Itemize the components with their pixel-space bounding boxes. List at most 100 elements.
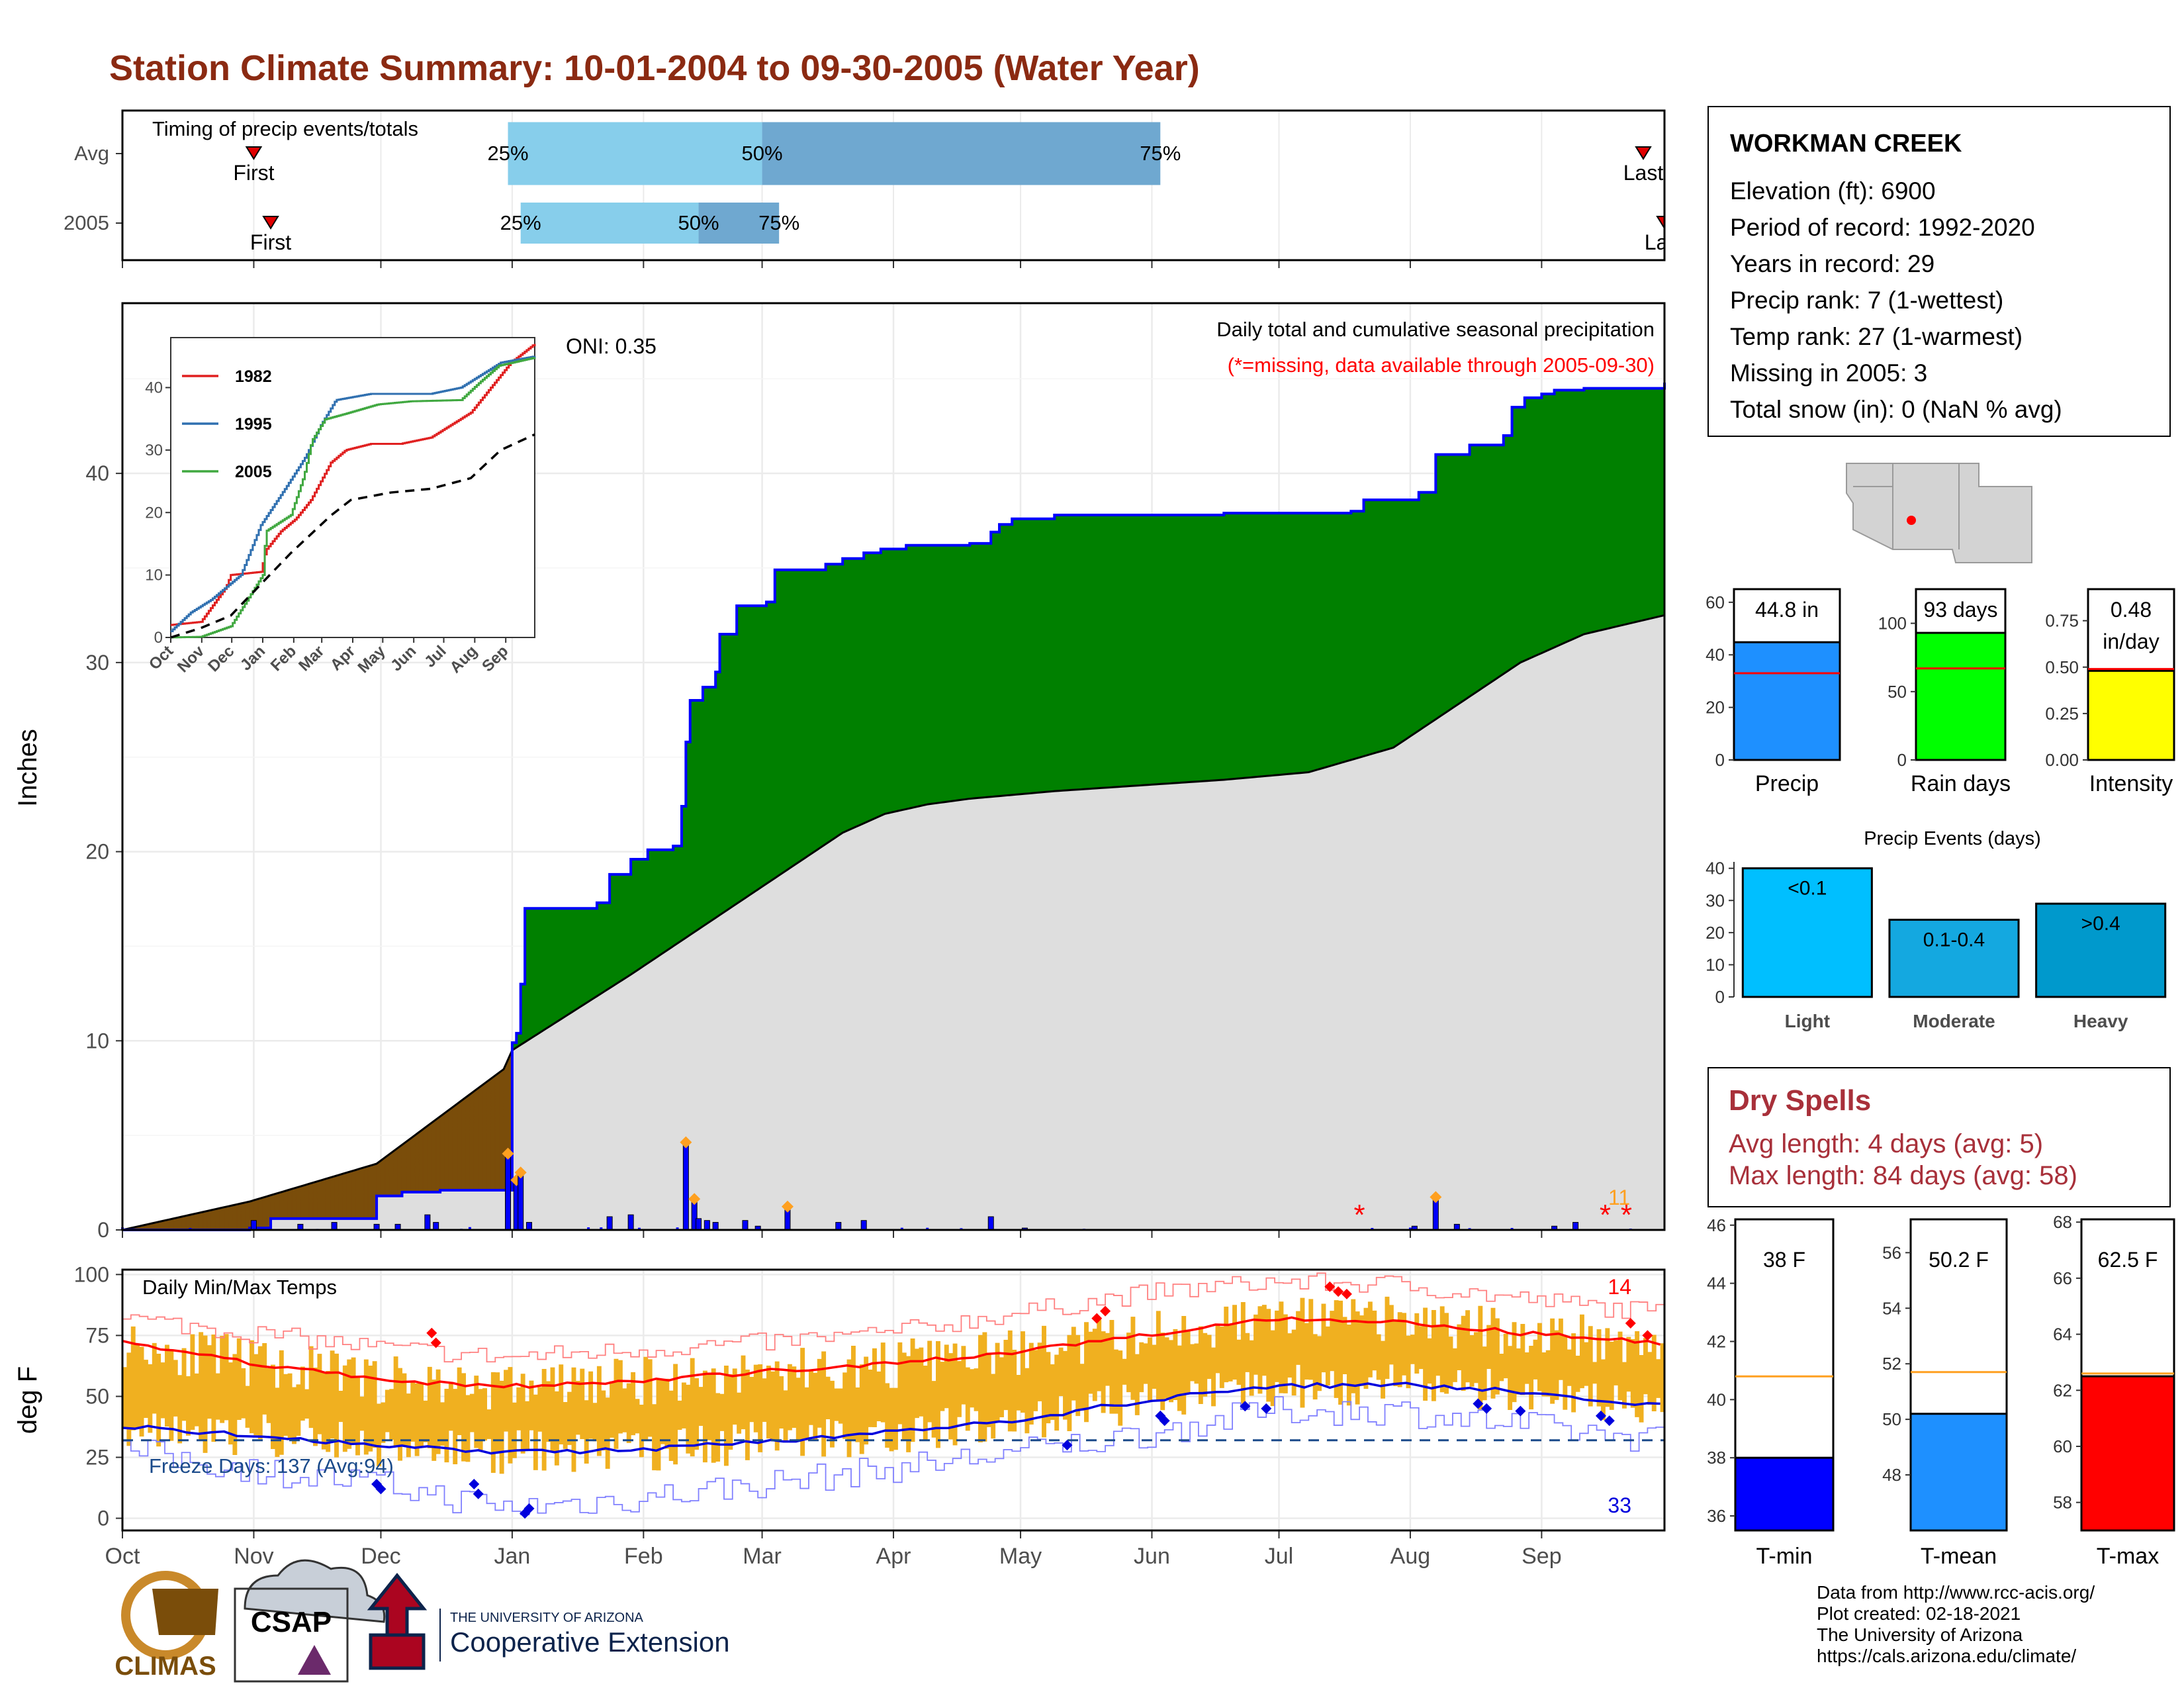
station-name: WORKMAN CREEK [1730,130,1962,158]
temp-total-y-tick-label: 44 [1707,1274,1726,1293]
temp-record-high-marker [1341,1288,1352,1299]
temp-record-low-marker [1062,1440,1073,1451]
events-category-label: Moderate [1913,1011,1995,1031]
temp-y-tick-label: 75 [85,1323,109,1347]
total-value-label: 0.48 [2111,598,2152,622]
temp-record-low-marker [1261,1403,1272,1414]
timing-q50-label: 50% [742,142,783,165]
temp-record-low-marker [523,1503,535,1514]
timing-q50-label: 50% [678,211,719,234]
inset-y-tick-label: 10 [145,567,163,585]
precip-daily-bar [704,1220,710,1231]
precip-daily-bar [1572,1222,1579,1231]
temp-month-label: Jul [1265,1544,1293,1569]
total-bar-label: Intensity [2089,771,2173,796]
precip-extreme-marker [680,1136,692,1149]
temp-avg-min-line [122,1382,1661,1455]
precip-trace-bar [587,1227,590,1230]
temp-month-label: Oct [105,1544,140,1569]
events-bar-range-label: <0.1 [1788,878,1827,900]
temp-record-low-marker [1595,1410,1606,1421]
temp-total-value-label: 50.2 F [1929,1248,1989,1272]
events-y-tick-label: 0 [1715,987,1725,1007]
temp-record-low-marker [1515,1405,1526,1417]
inset-series-line [171,355,536,633]
timing-clip-mask [1665,107,1705,263]
temp-total-y-tick-label: 50 [1882,1409,1901,1429]
credits: Data from http://www.rcc-acis.org/ Plot … [1817,1582,2095,1667]
temp-total-y-tick-label: 54 [1882,1298,1901,1318]
events-bar-range-label: >0.4 [2081,913,2120,935]
events-y-tick-label: 10 [1706,955,1725,974]
inset-legend-label: 2005 [235,463,272,481]
precip-y-tick-label: 40 [85,461,109,485]
inset-series-line [171,357,536,639]
events-category-label: Heavy [2073,1011,2128,1031]
temp-total-y-tick-label: 42 [1707,1331,1726,1351]
events-category-label: Light [1785,1011,1830,1031]
precip-cumulative-line [122,383,1666,1231]
precip-y-tick-label: 30 [85,651,109,675]
precip-panel-border [121,302,1666,1231]
total-y-tick-label: 0 [1715,750,1725,770]
total-bar-label: Precip [1755,771,1819,796]
total-y-tick-label: 40 [1706,645,1725,665]
ua-logo-mark [367,1572,428,1670]
precip-daily-bar [433,1222,439,1231]
inset-y-tick-label: 20 [145,504,163,522]
precip-daily-bar [742,1220,749,1231]
temp-daily-range-bars [122,1296,1669,1474]
station-elevation: Elevation (ft): 6900 [1730,177,1936,205]
precip-y-tick-label: 10 [85,1029,109,1053]
inset-series-line [171,344,536,626]
temp-month-label: Apr [876,1544,911,1569]
climas-logo-shape [152,1589,218,1635]
dry-spells-avg: Avg length: 4 days (avg: 5) [1729,1129,2044,1158]
credit-data-source: Data from http://www.rcc-acis.org/ [1817,1582,2095,1603]
temp-record-high-marker [1625,1318,1636,1329]
credit-url: https://cals.arizona.edu/climate/ [1817,1646,2077,1666]
temp-clip-mask [1664,1270,1704,1530]
dry-spells-box: Dry Spells Avg length: 4 days (avg: 5) M… [1707,1067,2171,1207]
csap-logo-mountain [298,1645,331,1675]
csap-logo-frame [234,1587,349,1683]
temp-total-y-tick-label: 56 [1882,1243,1901,1262]
temp-record-low-marker [1159,1415,1170,1427]
timing-bar-late [698,203,780,244]
timing-q25-label: 25% [487,142,528,165]
timing-bar-late [762,122,1161,185]
precip-daily-bar [682,1143,689,1231]
temp-min-extreme-count: 33 [1608,1493,1631,1517]
csap-logo-text: CSAP [251,1606,332,1638]
temp-y-tick-label: 50 [85,1384,109,1408]
timing-first-marker [245,146,263,160]
station-temp-rank: Temp rank: 27 (1-warmest) [1730,323,2023,350]
precip-extreme-marker [781,1200,794,1213]
precip-daily-bar [606,1216,613,1231]
ua-logo-big-text: Cooperative Extension [450,1626,730,1658]
temp-record-low-marker [473,1488,484,1499]
temp-total-bar-1 [1909,1413,2008,1532]
total-y-tick-label: 50 [1888,682,1907,702]
credit-plot-created: Plot created: 02-18-2021 [1817,1603,2021,1624]
total-y-tick-label: 0.00 [2045,750,2079,770]
timing-first-marker [262,216,279,230]
station-snow: Total snow (in): 0 (NaN % avg) [1730,396,2062,423]
temp-total-bar-0 [1734,1456,1835,1532]
ua-logo-small-text: THE UNIVERSITY OF ARIZONA [450,1611,644,1625]
temp-max-extreme-count: 14 [1608,1275,1631,1299]
temp-month-label: May [999,1544,1042,1569]
events-bar-heavy [2035,902,2167,998]
temp-freeze-days: Freeze Days: 137 (Avg:94) [149,1454,394,1477]
total-bar-label: Rain days [1911,771,2011,796]
temp-total-value-label: 62.5 F [2098,1248,2158,1272]
precip-daily-bar [696,1218,702,1231]
precip-extreme-marker [688,1193,701,1205]
events-bar-range-label: 0.1-0.4 [1923,929,1985,951]
precip-missing-note: (*=missing, data available through 2005-… [1228,353,1655,377]
timing-bar-early [520,203,699,244]
temp-total-y-tick-label: 36 [1707,1506,1726,1526]
dry-spells-title: Dry Spells [1729,1084,1872,1117]
temp-total-y-tick-label: 40 [1707,1389,1726,1409]
